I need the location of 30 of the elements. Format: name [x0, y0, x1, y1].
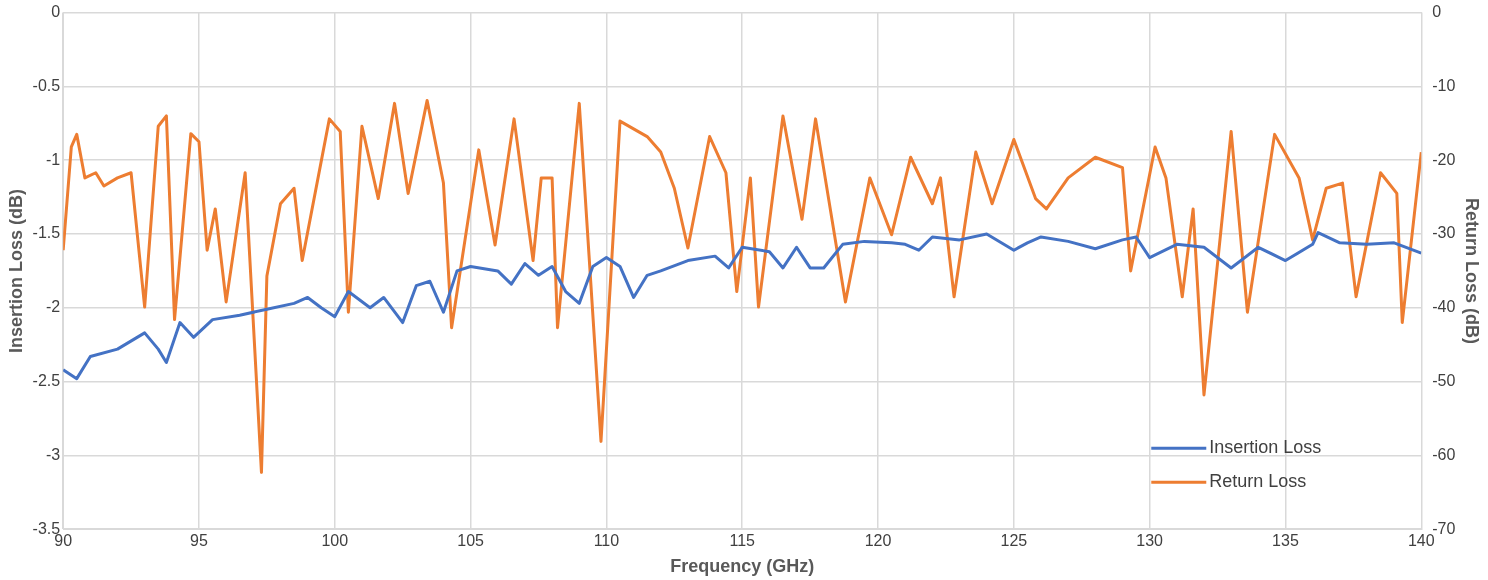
y2-tick-label: -60: [1432, 445, 1456, 463]
y2-tick-label: -30: [1432, 224, 1456, 242]
x-tick-label: 105: [457, 532, 485, 550]
y2-tick-label: 0: [1432, 3, 1442, 21]
x-axis-title: Frequency (GHz): [670, 556, 815, 577]
x-tick-label: 115: [729, 532, 756, 550]
legend-label: Insertion Loss: [1209, 437, 1322, 458]
y2-tick-label: -10: [1432, 76, 1456, 94]
y-tick-label: -2: [45, 298, 61, 316]
x-tick-label: 120: [864, 532, 892, 550]
y-tick-label: 0: [51, 3, 61, 21]
x-tick-label: 95: [190, 532, 208, 550]
y2-tick-label: -50: [1432, 372, 1456, 390]
x-tick-label: 130: [1136, 532, 1164, 550]
y2-tick-label: -20: [1432, 150, 1456, 168]
legend-label: Return Loss: [1209, 471, 1307, 492]
x-tick-label: 100: [321, 532, 349, 550]
y-axis-title: Insertion Loss (dB): [5, 188, 26, 353]
y-tick-label: -0.5: [32, 76, 61, 94]
y-tick-label: -2.5: [32, 372, 61, 390]
x-tick-label: 110: [593, 532, 620, 550]
y-tick-label: -1.5: [32, 224, 61, 242]
x-tick-label: 135: [1272, 532, 1299, 550]
y-tick-label: -1: [45, 150, 61, 168]
y2-tick-label: -40: [1432, 298, 1456, 316]
x-tick-label: 90: [54, 532, 73, 550]
x-tick-label: 140: [1407, 532, 1435, 550]
y2-axis-title: Return Loss (dB): [1462, 197, 1483, 344]
x-tick-label: 125: [1000, 532, 1028, 550]
y-tick-label: -3: [45, 445, 61, 463]
